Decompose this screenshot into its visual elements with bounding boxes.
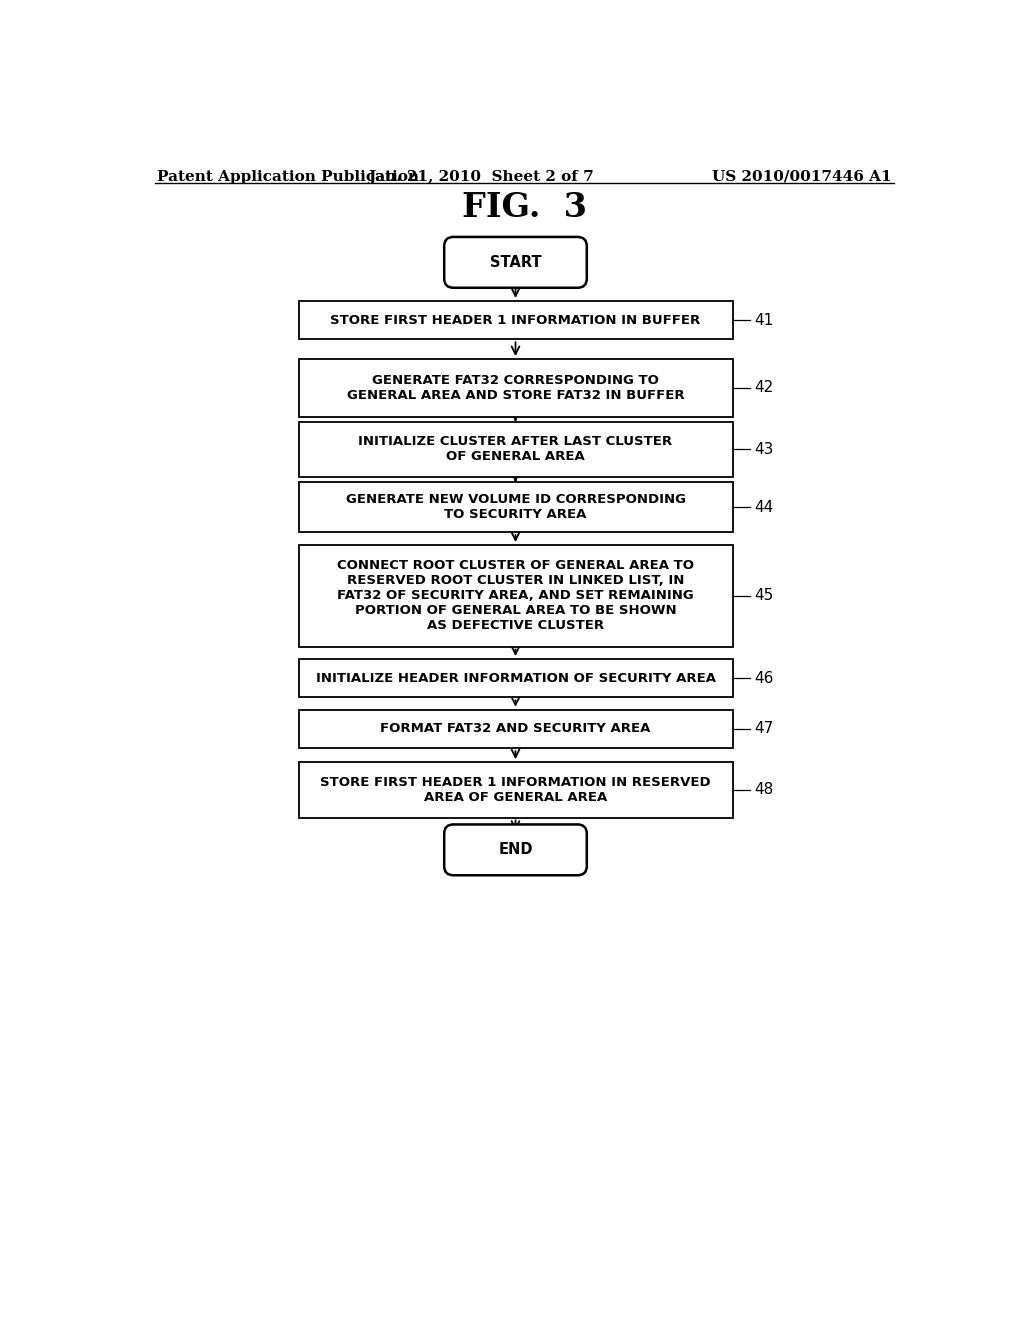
FancyBboxPatch shape xyxy=(299,422,732,478)
FancyBboxPatch shape xyxy=(299,710,732,748)
Text: STORE FIRST HEADER 1 INFORMATION IN RESERVED
AREA OF GENERAL AREA: STORE FIRST HEADER 1 INFORMATION IN RESE… xyxy=(321,776,711,804)
Text: INITIALIZE HEADER INFORMATION OF SECURITY AREA: INITIALIZE HEADER INFORMATION OF SECURIT… xyxy=(315,672,716,685)
Text: GENERATE NEW VOLUME ID CORRESPONDING
TO SECURITY AREA: GENERATE NEW VOLUME ID CORRESPONDING TO … xyxy=(345,494,685,521)
Text: 46: 46 xyxy=(755,671,773,685)
Text: US 2010/0017446 A1: US 2010/0017446 A1 xyxy=(712,170,891,183)
Text: FORMAT FAT32 AND SECURITY AREA: FORMAT FAT32 AND SECURITY AREA xyxy=(380,722,650,735)
Text: 48: 48 xyxy=(755,783,773,797)
Text: 44: 44 xyxy=(755,500,773,515)
FancyBboxPatch shape xyxy=(299,545,732,647)
FancyBboxPatch shape xyxy=(444,238,587,288)
Text: 45: 45 xyxy=(755,589,773,603)
Text: 42: 42 xyxy=(755,380,773,396)
Text: 47: 47 xyxy=(755,722,773,737)
FancyBboxPatch shape xyxy=(299,762,732,817)
Text: FIG.  3: FIG. 3 xyxy=(462,191,588,224)
FancyBboxPatch shape xyxy=(299,482,732,532)
FancyBboxPatch shape xyxy=(299,301,732,339)
Text: Jan. 21, 2010  Sheet 2 of 7: Jan. 21, 2010 Sheet 2 of 7 xyxy=(368,170,594,183)
Text: Patent Application Publication: Patent Application Publication xyxy=(158,170,420,183)
Text: CONNECT ROOT CLUSTER OF GENERAL AREA TO
RESERVED ROOT CLUSTER IN LINKED LIST, IN: CONNECT ROOT CLUSTER OF GENERAL AREA TO … xyxy=(337,560,694,632)
FancyBboxPatch shape xyxy=(299,359,732,417)
Text: STORE FIRST HEADER 1 INFORMATION IN BUFFER: STORE FIRST HEADER 1 INFORMATION IN BUFF… xyxy=(331,314,700,326)
FancyBboxPatch shape xyxy=(444,825,587,875)
Text: GENERATE FAT32 CORRESPONDING TO
GENERAL AREA AND STORE FAT32 IN BUFFER: GENERATE FAT32 CORRESPONDING TO GENERAL … xyxy=(347,374,684,401)
Text: 41: 41 xyxy=(755,313,773,327)
Text: END: END xyxy=(499,842,532,858)
FancyBboxPatch shape xyxy=(299,659,732,697)
Text: 43: 43 xyxy=(755,442,773,457)
Text: INITIALIZE CLUSTER AFTER LAST CLUSTER
OF GENERAL AREA: INITIALIZE CLUSTER AFTER LAST CLUSTER OF… xyxy=(358,436,673,463)
Text: START: START xyxy=(489,255,542,269)
